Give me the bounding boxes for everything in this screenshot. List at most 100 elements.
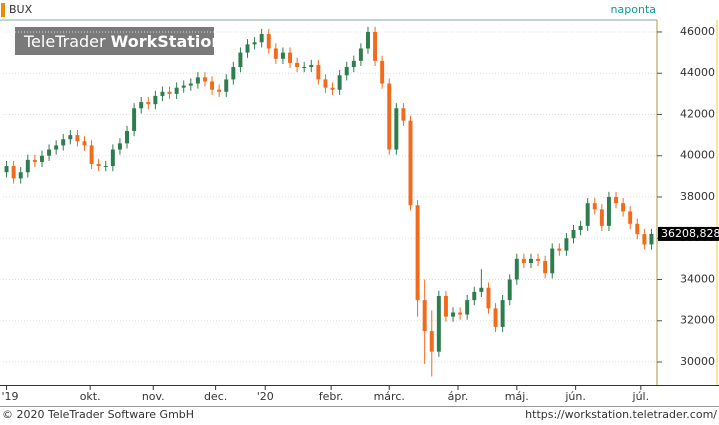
y-tick-label: 42000 — [680, 107, 715, 120]
candle-body — [486, 287, 491, 309]
candle-body — [224, 79, 229, 92]
candle-body — [465, 300, 470, 315]
candle-body — [4, 166, 9, 173]
candle-body — [550, 248, 555, 274]
candle-body — [528, 258, 533, 263]
candle-body — [557, 248, 562, 251]
candle-body — [493, 308, 498, 327]
candle-body — [210, 81, 215, 90]
candle-body — [514, 258, 519, 280]
candle-body — [394, 108, 399, 150]
candle-body — [380, 60, 385, 84]
candle-body — [309, 64, 314, 68]
candle-body — [61, 139, 66, 146]
candle-body — [302, 67, 307, 69]
candle-body — [642, 234, 647, 245]
candle-body — [75, 135, 80, 142]
candle-body — [132, 108, 137, 131]
candle-body — [429, 331, 434, 352]
candle-body — [160, 91, 165, 96]
candle-body — [351, 60, 356, 68]
candle-body — [401, 108, 406, 121]
x-tick-label: febr. — [319, 390, 344, 403]
candle-body — [479, 287, 484, 292]
candle-body — [245, 44, 250, 53]
y-tick-label: 40000 — [680, 149, 715, 162]
candle-body — [649, 233, 654, 245]
symbol-marker — [1, 3, 5, 17]
candle-body — [47, 149, 52, 156]
x-tick-label: ápr. — [448, 390, 469, 403]
x-tick-label: jún. — [564, 390, 586, 403]
candle-body — [117, 143, 122, 150]
candle-body — [415, 205, 420, 301]
candle-body — [146, 102, 151, 105]
candle-body — [288, 52, 293, 63]
x-tick-label: '20 — [257, 390, 274, 403]
x-tick-label: okt. — [80, 390, 101, 403]
candle-body — [408, 120, 413, 206]
y-tick-label: 32000 — [680, 314, 715, 327]
watermark-word: WorkStation — [111, 32, 223, 51]
copyright: © 2020 TeleTrader Software GmbH — [2, 408, 194, 421]
candle-body — [422, 300, 427, 332]
candle-body — [280, 52, 285, 59]
candle-body — [451, 312, 456, 317]
candle-body — [181, 85, 186, 88]
candle-body — [125, 130, 130, 144]
candle-body — [337, 75, 342, 90]
candle-body — [188, 83, 193, 86]
candle-body — [436, 295, 441, 352]
candle-body — [472, 291, 477, 301]
watermark: TeleTrader WorkStation — [23, 32, 223, 51]
candle-body — [323, 79, 328, 88]
candle-body — [25, 159, 30, 173]
candle-body — [32, 159, 37, 162]
candle-body — [252, 42, 257, 45]
candle-body — [443, 295, 448, 317]
candle-body — [585, 203, 590, 226]
candle-body — [614, 196, 619, 204]
candle-body — [153, 95, 158, 105]
candle-body — [82, 141, 87, 146]
candle-body — [358, 48, 363, 61]
candle-body — [139, 102, 144, 109]
candle-body — [273, 48, 278, 59]
last-value-box — [658, 226, 719, 241]
candle-body — [458, 312, 463, 315]
y-tick-label: 30000 — [680, 355, 715, 368]
x-tick-label: dec. — [204, 390, 227, 403]
candle-body — [195, 77, 200, 84]
interval: naponta — [611, 3, 656, 16]
candle-body — [635, 223, 640, 235]
candle-body — [521, 258, 526, 263]
candle-body — [217, 89, 222, 92]
candle-body — [606, 196, 611, 226]
candle-body — [167, 91, 172, 94]
candle-body — [202, 77, 207, 82]
candle-body — [344, 67, 349, 76]
candle-body — [11, 166, 16, 179]
last-value-label: 36208,828 — [661, 227, 719, 240]
candle-body — [238, 52, 243, 68]
candle-body — [571, 229, 576, 239]
y-tick-label: 38000 — [680, 190, 715, 203]
candle-body — [500, 300, 505, 327]
candle-body — [18, 172, 23, 179]
y-tick-label: 44000 — [680, 66, 715, 79]
candle-body — [592, 203, 597, 210]
candle-body — [96, 163, 101, 167]
candle-body — [103, 166, 108, 168]
candle-body — [39, 155, 44, 162]
candle-body — [536, 258, 541, 261]
candle-body — [54, 145, 59, 150]
candle-body — [507, 279, 512, 301]
candle-body — [365, 31, 370, 49]
candle-body — [295, 62, 300, 68]
candle-body — [564, 238, 569, 251]
candle-body — [373, 31, 378, 61]
candle-body — [174, 87, 179, 94]
y-tick-label: 46000 — [680, 25, 715, 38]
x-tick-label: júl. — [632, 390, 650, 403]
